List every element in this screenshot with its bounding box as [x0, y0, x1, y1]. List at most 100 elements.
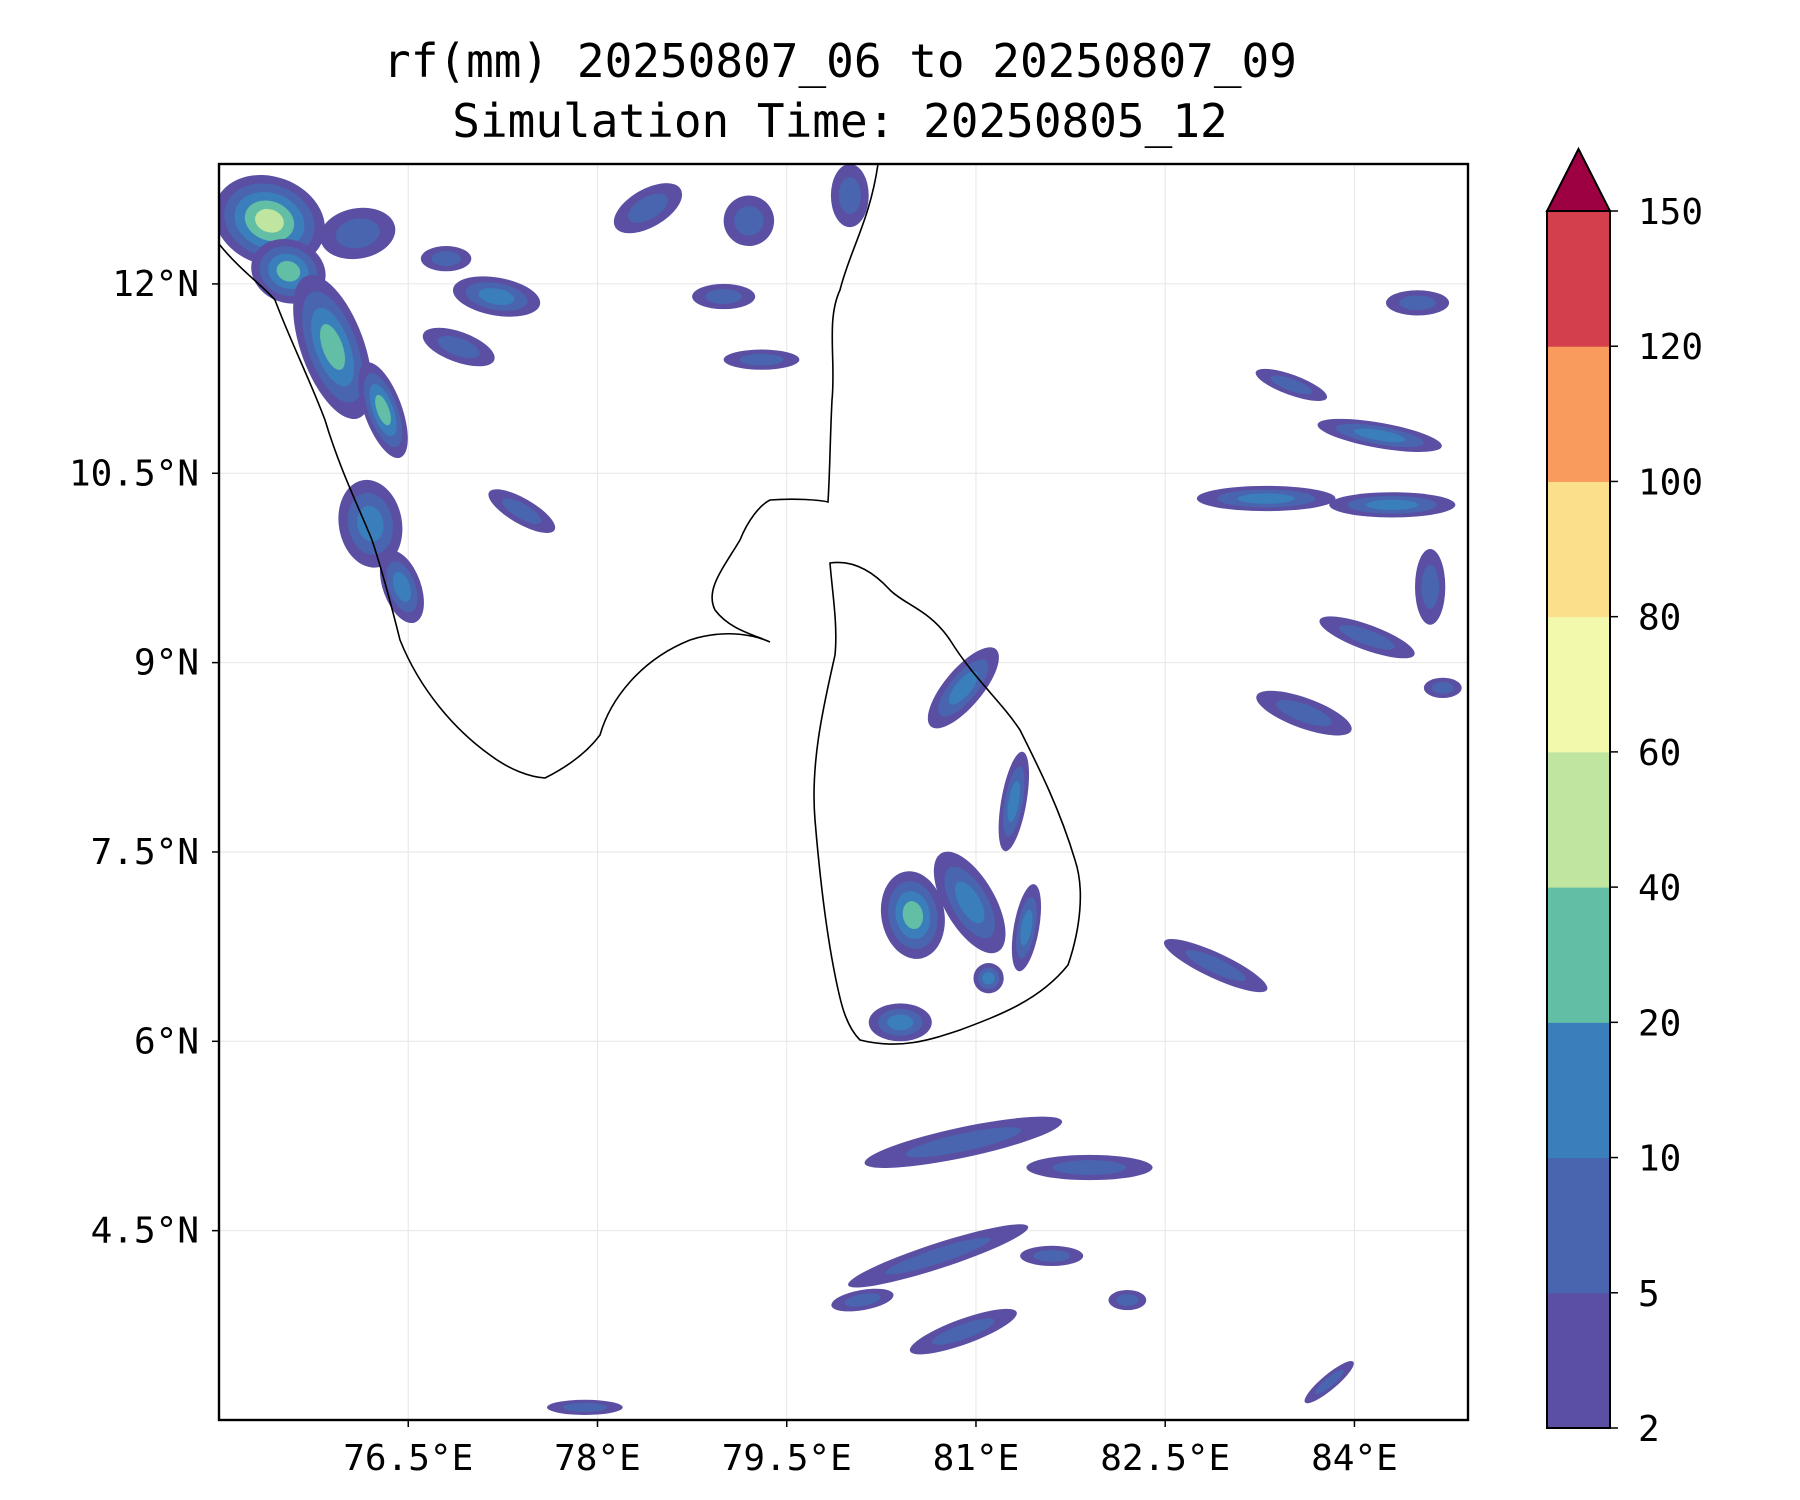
- rainfall-cell: [1385, 290, 1450, 316]
- rainfall-cell: [1329, 492, 1456, 518]
- y-tick-label: 7.5°N: [91, 832, 199, 873]
- rainfall-contour-band: [705, 289, 743, 304]
- rainfall-contour-band: [431, 251, 461, 267]
- colorbar-tick-label: 150: [1638, 192, 1703, 233]
- colorbar-tick-label: 10: [1638, 1139, 1681, 1180]
- rainfall-cell: [1423, 677, 1462, 698]
- rainfall-contour-band: [1431, 681, 1454, 694]
- rainfall-cell: [420, 246, 472, 272]
- y-tick-label: 12°N: [112, 264, 199, 305]
- rainfall-cell: [1020, 1245, 1084, 1266]
- map-subtitle: Simulation Time: 20250805_12: [452, 94, 1228, 148]
- rainfall-contour-band: [932, 1318, 995, 1345]
- y-tick-label: 10.5°N: [69, 453, 199, 494]
- rainfall-contour-band: [902, 901, 924, 930]
- colorbar-tick-label: 100: [1638, 462, 1703, 503]
- rainfall-cell: [692, 283, 756, 310]
- rainfall-cell: [547, 1399, 623, 1415]
- rainfall-contour-band: [844, 1293, 881, 1307]
- rainfall-cell: [1026, 1154, 1153, 1181]
- colorbar-segment: [1547, 1292, 1610, 1429]
- rainfall-contour-band: [276, 261, 301, 282]
- rainfall-cell: [488, 489, 556, 533]
- rainfall-cell: [1304, 1361, 1354, 1404]
- rainfall-cell: [320, 207, 396, 260]
- x-tick-label: 76.5°E: [343, 1438, 473, 1479]
- rainfall-contour-band: [1033, 1250, 1071, 1262]
- sri-lanka-coastline: [813, 561, 1082, 1045]
- rainfall-contour-band: [1185, 950, 1246, 982]
- colorbar-segment: [1547, 211, 1610, 347]
- rainfall-contour-band: [392, 571, 411, 602]
- rainfall-cell: [1196, 485, 1336, 512]
- rainfall-cell: [1108, 1289, 1147, 1311]
- rainfall-contour-band: [1276, 700, 1332, 727]
- x-tick-label: 82.5°E: [1100, 1438, 1230, 1479]
- rainfall-contour-band: [982, 971, 995, 985]
- rainfall-contour-band: [1020, 909, 1033, 946]
- colorbar-segment: [1547, 751, 1610, 888]
- x-tick-label: 81°E: [933, 1438, 1020, 1479]
- rainfall-contour-band: [954, 881, 985, 924]
- rainfall-cell: [1163, 938, 1268, 993]
- rainfall-contour-band: [734, 206, 764, 236]
- india-coastline: [219, 164, 879, 779]
- rainfall-contour-band: [1314, 1369, 1344, 1395]
- rainfall-contour-band: [887, 1014, 914, 1031]
- colorbar-segment: [1547, 887, 1610, 1023]
- colorbar-tick-label: 40: [1638, 868, 1681, 909]
- rainfall-contour-band: [437, 335, 480, 359]
- rainfall-contour-band: [1052, 1160, 1127, 1175]
- rainfall-cell: [864, 1116, 1063, 1168]
- rainfall-cell: [293, 275, 372, 420]
- rainfall-cell: [422, 327, 495, 367]
- rainfall-cell: [358, 362, 408, 459]
- coastline: [219, 164, 1082, 1045]
- rainfall-cell: [880, 871, 945, 959]
- y-tick-label: 6°N: [134, 1021, 199, 1062]
- colorbar: 2 5 10 20 40 60 80 100 120 150: [1545, 146, 1703, 1450]
- rainfall-cell: [909, 1308, 1017, 1355]
- x-tick-label: 79.5°E: [722, 1438, 852, 1479]
- colorbar-segment: [1547, 1022, 1610, 1159]
- rainfall-cell: [1317, 418, 1442, 452]
- colorbar-segment: [1547, 616, 1610, 753]
- colorbar-tick-label: 5: [1638, 1274, 1660, 1315]
- rainfall-contour-band: [628, 193, 668, 223]
- rainfall-contour-band: [838, 177, 861, 214]
- rainfall-contour-band: [905, 1127, 1021, 1158]
- colorbar-frame: [1546, 210, 1611, 1429]
- colorbar-segment: [1547, 346, 1610, 482]
- rainfall-contour-band: [885, 1237, 991, 1275]
- rainfall-contour-band: [335, 218, 380, 249]
- rainfall-cell: [1256, 690, 1352, 736]
- colorbar-tick-label: 2: [1638, 1409, 1660, 1450]
- rainfall-cell: [868, 1003, 932, 1042]
- x-tick-label: 84°E: [1311, 1438, 1398, 1479]
- colorbar-tick-label: 60: [1638, 733, 1681, 774]
- map-title: rf(mm) 20250807_06 to 20250807_09: [383, 34, 1297, 88]
- plot-frame: [217, 162, 1470, 1422]
- colorbar-extend-arrow: [1545, 146, 1612, 212]
- axes: 76.5°E 78°E 79.5°E 81°E 82.5°E 84°E 12°N 10.5°N…: [69, 264, 1398, 1479]
- rainfall-cell: [848, 1224, 1029, 1288]
- x-tick-label: 78°E: [554, 1438, 641, 1479]
- rainfall-cell: [1011, 884, 1042, 972]
- rainfall-cell: [452, 276, 541, 317]
- rainfall-contour-band: [478, 288, 515, 305]
- colorbar-segment: [1547, 1157, 1610, 1294]
- rainfall-cell: [933, 851, 1006, 954]
- y-tick-label: 4.5°N: [91, 1211, 199, 1252]
- rainfall-cell: [830, 164, 869, 228]
- gridlines: [219, 164, 1468, 1420]
- rainfall-contour-band: [739, 353, 784, 366]
- rainfall-contour-band: [1116, 1294, 1139, 1306]
- rainfall-cell: [831, 1288, 894, 1312]
- rainfall-contour-band: [1354, 428, 1406, 443]
- rainfall-cell: [1415, 549, 1446, 625]
- rainfall-cell: [927, 647, 999, 729]
- rainfall-cell: [723, 349, 800, 370]
- rainfall-contour-band: [948, 671, 978, 705]
- rainfall-cell: [1255, 368, 1328, 401]
